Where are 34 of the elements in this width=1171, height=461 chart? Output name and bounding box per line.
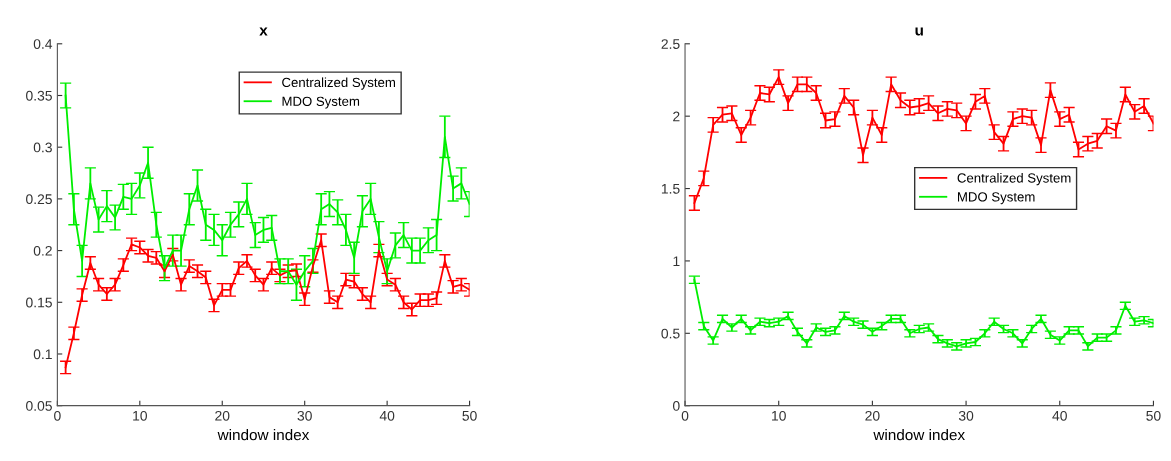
legend-label: MDO System [282,96,360,109]
y-tick-label: 0.15 [26,297,52,308]
y-tick-label: 0.4 [33,39,53,49]
chart-title: u [915,27,923,36]
x-tick-label: 20 [865,410,880,421]
chart-title: x [259,27,268,36]
x-tick-label: 50 [462,410,477,421]
y-tick-label: 0.35 [26,90,52,101]
y-tick-label: 0.2 [33,245,52,256]
x-tick-label: 40 [379,410,395,421]
x-tick-label: 30 [297,410,312,421]
x-tick-label: 20 [215,410,230,421]
y-tick-label: 0 [672,401,680,411]
x-tick-label: 30 [958,410,974,421]
x-axis-title: window index [217,429,310,441]
x-tick-label: 40 [1052,410,1067,421]
legend-label: Centralized System [957,172,1071,186]
y-tick-label: 0.1 [33,349,52,360]
legend-label: Centralized System [282,77,395,90]
x-tick-label: 0 [54,410,61,421]
x-tick-label: 50 [1146,410,1161,421]
legend-label: MDO System [957,192,1035,205]
y-tick-label: 2.5 [661,39,680,49]
x-tick-label: 0 [681,410,689,421]
x-tick-label: 10 [133,410,147,421]
x-axis-title: window index [873,429,965,441]
x-tick-label: 10 [772,410,786,421]
y-tick-label: 1 [673,256,680,266]
y-tick-label: 0.3 [33,142,52,153]
y-tick-label: 0.25 [26,194,52,205]
y-tick-label: 2 [673,111,680,122]
y-tick-label: 0.05 [26,401,52,411]
y-tick-label: 0.5 [661,328,680,339]
y-tick-label: 1.5 [661,184,680,194]
